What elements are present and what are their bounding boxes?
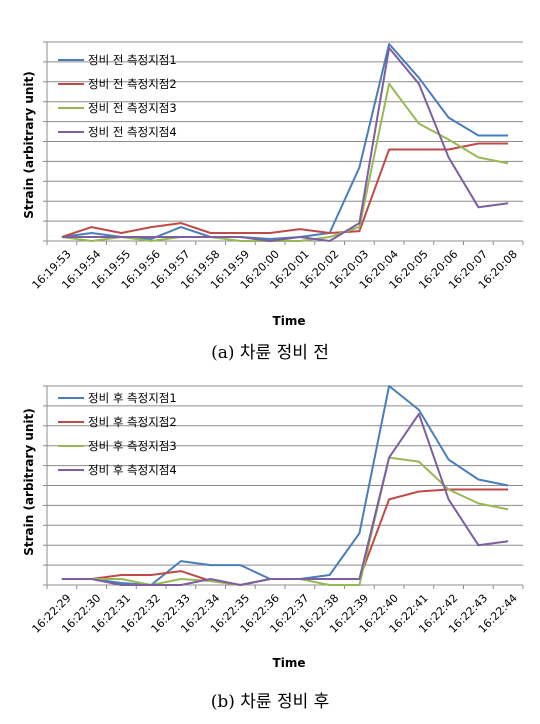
legend-label: 정비 후 측정지점2 xyxy=(88,415,177,429)
series-line-3 xyxy=(61,82,509,242)
y-axis-title: Strain (arbitrary unit) xyxy=(22,408,36,556)
legend-label: 정비 후 측정지점1 xyxy=(88,391,177,405)
chart-a: 16:19:5316:19:5416:19:5516:19:5616:19:57… xyxy=(22,41,524,363)
chart-caption: (b) 차륜 정비 후 xyxy=(211,692,330,712)
legend-label: 정비 전 측정지점1 xyxy=(88,53,177,67)
legend-label: 정비 전 측정지점2 xyxy=(88,77,177,91)
legend-label: 정비 후 측정지점4 xyxy=(88,463,177,477)
series-line-2 xyxy=(61,142,509,238)
chart-caption: (a) 차륜 정비 전 xyxy=(211,343,329,363)
legend: 정비 후 측정지점1 정비 후 측정지점2 정비 후 측정지점3 정비 후 측정지점4 xyxy=(58,391,177,477)
x-axis-title: Time xyxy=(273,656,306,670)
chart-b: 16:22:2916:22:3016:22:3116:22:3216:22:33… xyxy=(22,385,524,712)
x-axis-title: Time xyxy=(273,314,306,328)
legend-label: 정비 전 측정지점3 xyxy=(88,101,177,115)
legend-label: 정비 후 측정지점3 xyxy=(88,439,177,453)
legend: 정비 전 측정지점1 정비 전 측정지점2 정비 전 측정지점3 정비 전 측정지점4 xyxy=(58,53,177,139)
series-line-2 xyxy=(61,488,509,586)
series-line-4 xyxy=(61,47,509,242)
legend-label: 정비 전 측정지점4 xyxy=(88,125,177,139)
series-line-4 xyxy=(61,412,509,586)
y-axis-title: Strain (arbitrary unit) xyxy=(22,71,36,219)
